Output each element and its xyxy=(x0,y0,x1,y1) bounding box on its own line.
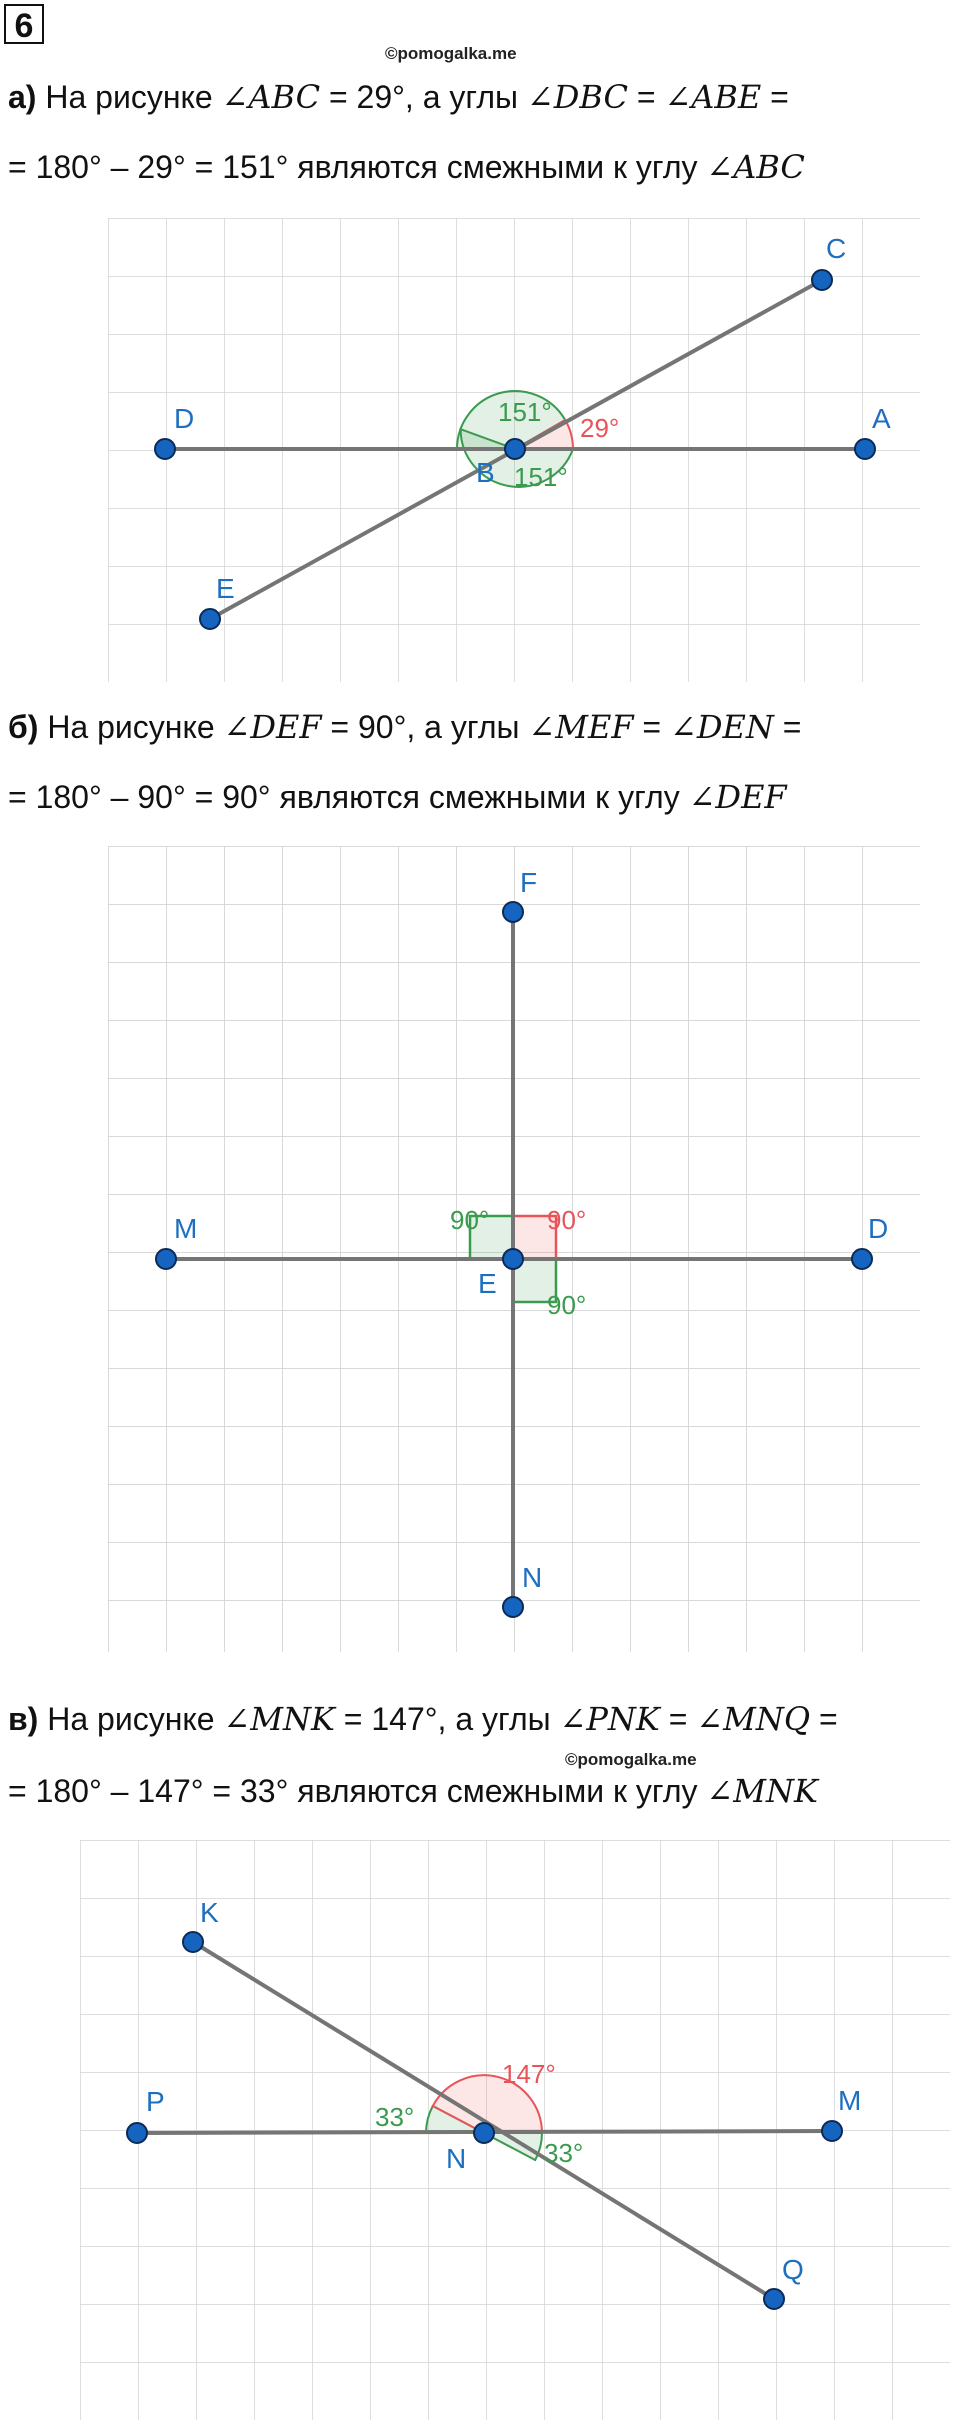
point-c xyxy=(811,269,833,291)
point-p xyxy=(126,2122,148,2144)
part-c-prefix: в) xyxy=(8,1701,39,1737)
text: На рисунке xyxy=(47,1701,224,1737)
part-c-line2: = 180° – 147° = 33° являются смежными к … xyxy=(8,1772,818,1810)
task-number: 6 xyxy=(4,4,44,45)
angle-name: ∠ABC xyxy=(221,78,321,116)
label-f: F xyxy=(520,867,537,898)
angle-name: ∠MEF xyxy=(528,708,634,746)
part-b-line2: = 180° – 90° = 90° являются смежными к у… xyxy=(8,778,787,816)
angle-name: ∠MNK xyxy=(706,1772,818,1810)
part-b-line1: б) На рисунке ∠DEF = 90°, а углы ∠MEF = … xyxy=(8,708,801,746)
point-f xyxy=(502,901,524,923)
part-a-line2: = 180° – 29° = 151° являются смежными к … xyxy=(8,148,805,186)
point-d xyxy=(851,1248,873,1270)
text: = 180° – 147° = 33° являются смежными к … xyxy=(8,1773,707,1809)
label-e: E xyxy=(216,573,235,604)
text: = 147°, а углы xyxy=(334,1701,560,1737)
label-b: B xyxy=(476,457,495,488)
angle-name: ∠DEF xyxy=(688,778,787,816)
angle-arc-c2 xyxy=(431,2074,544,2134)
label-p: P xyxy=(146,2086,165,2117)
angle-name: ∠DEF xyxy=(223,708,322,746)
point-b xyxy=(504,438,526,460)
label-d: D xyxy=(868,1213,888,1244)
part-a-prefix: а) xyxy=(8,79,37,115)
point-e xyxy=(502,1248,524,1270)
point-n xyxy=(502,1596,524,1618)
part-c-line1: в) На рисунке ∠MNK = 147°, а углы ∠PNK =… xyxy=(8,1700,838,1738)
text: = xyxy=(659,1701,697,1737)
text: = xyxy=(761,79,789,115)
text: = xyxy=(810,1701,838,1737)
text: = xyxy=(773,709,802,745)
point-q xyxy=(763,2288,785,2310)
line-kq xyxy=(191,1940,776,2301)
point-m xyxy=(155,1248,177,1270)
label-d: D xyxy=(174,403,194,434)
text: = 29°, а углы xyxy=(320,79,527,115)
angle-name: ∠DBC xyxy=(526,78,628,116)
text: = 90°, а углы xyxy=(321,709,529,745)
angle-name: ∠PNK xyxy=(559,1700,660,1738)
text: = 180° – 90° = 90° являются смежными к у… xyxy=(8,779,689,815)
point-a xyxy=(854,438,876,460)
part-b-prefix: б) xyxy=(8,709,39,745)
angle-label-a1: 151° xyxy=(498,397,552,427)
label-e: E xyxy=(478,1268,497,1299)
watermark-top: ©pomogalka.me xyxy=(385,44,517,63)
label-k: K xyxy=(200,1897,219,1928)
figure-c: K P M N Q 33° 147° 33° xyxy=(80,1840,950,2420)
watermark-middle: ©pomogalka.me xyxy=(565,1750,697,1769)
label-m: M xyxy=(174,1213,197,1244)
angle-name: ∠MNQ xyxy=(696,1700,811,1738)
angle-label-b3: 90° xyxy=(547,1290,586,1320)
text: = 180° – 29° = 151° являются смежными к … xyxy=(8,149,707,185)
angle-name: ∠MNK xyxy=(223,1700,335,1738)
angle-label-c1: 33° xyxy=(375,2102,414,2132)
label-n: N xyxy=(522,1562,542,1593)
angle-name: ∠ABE xyxy=(664,78,762,116)
point-k xyxy=(182,1931,204,1953)
label-q: Q xyxy=(782,2254,804,2285)
point-n xyxy=(473,2122,495,2144)
point-e xyxy=(199,608,221,630)
angle-name: ∠DEN xyxy=(670,708,774,746)
angle-label-a3: 151° xyxy=(514,462,568,492)
angle-label-c3: 33° xyxy=(544,2138,583,2168)
part-a-line1: а) На рисунке ∠ABC = 29°, а углы ∠DBC = … xyxy=(8,78,789,116)
angle-label-a2: 29° xyxy=(580,413,619,443)
angle-name: ∠ABC xyxy=(706,148,805,186)
angle-label-c2: 147° xyxy=(502,2059,556,2089)
point-d xyxy=(154,438,176,460)
figure-a: D A C E B 151° 29° 151° xyxy=(108,218,920,682)
label-c: C xyxy=(826,233,846,264)
text: На рисунке xyxy=(45,79,222,115)
angle-label-b1: 90° xyxy=(450,1205,489,1235)
label-n: N xyxy=(446,2143,466,2174)
figure-b: F M D E N 90° 90° 90° xyxy=(108,846,920,1652)
text: На рисунке xyxy=(47,709,224,745)
text: = xyxy=(633,709,670,745)
text: = xyxy=(627,79,665,115)
label-a: A xyxy=(872,403,891,434)
label-m: M xyxy=(838,2085,861,2116)
angle-label-b2: 90° xyxy=(547,1205,586,1235)
point-m xyxy=(821,2120,843,2142)
